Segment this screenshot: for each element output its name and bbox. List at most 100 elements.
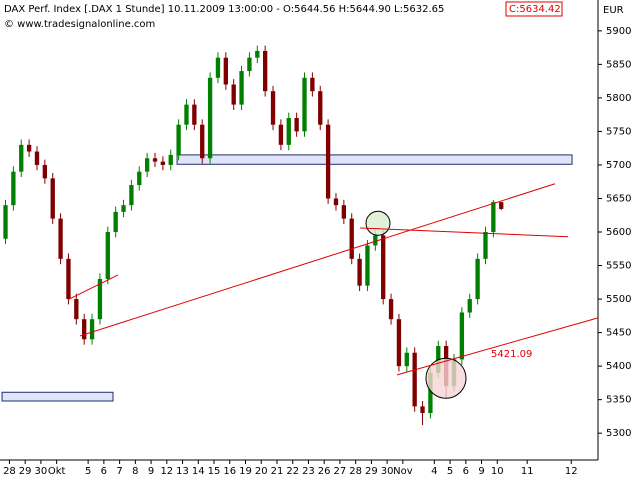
y-tick-label: 5650 [606, 193, 631, 204]
candle-body [200, 124, 205, 159]
x-tick-label: 7 [116, 466, 122, 477]
x-tick-label: 9 [478, 466, 484, 477]
candle-body [325, 124, 331, 199]
candle-body [50, 178, 55, 219]
x-tick-label: 12 [565, 466, 578, 477]
candle-body [459, 312, 465, 360]
x-tick-label: 14 [192, 466, 205, 477]
candle-body [231, 84, 236, 105]
candle-body [412, 352, 417, 407]
x-tick-label: 15 [208, 466, 221, 477]
candle-body [192, 104, 197, 125]
candle-body [341, 205, 347, 219]
y-tick-label: 5600 [606, 227, 631, 238]
trend-line [79, 183, 556, 337]
candle-body [373, 235, 378, 246]
support-zone [1, 391, 114, 402]
highlight-circle [365, 210, 391, 236]
candle-body [499, 202, 504, 209]
x-tick-label: 29 [19, 466, 32, 477]
x-tick-label: Nov [393, 466, 413, 477]
candle-body [483, 232, 488, 259]
y-tick-label: 5750 [606, 126, 631, 137]
candle-body [34, 151, 40, 165]
y-unit: EUR [603, 5, 624, 16]
candle-body [89, 319, 95, 340]
x-tick-label: 30 [381, 466, 394, 477]
candle-body [294, 118, 299, 132]
last-close-box [505, 1, 563, 17]
candle-body [121, 205, 126, 212]
x-tick-label: 5 [85, 466, 91, 477]
candle-body [3, 205, 8, 239]
x-tick-label: 16 [223, 466, 236, 477]
x-tick-label: 29 [365, 466, 378, 477]
candle-body [97, 278, 103, 320]
candle-body [365, 245, 370, 286]
y-tick-label: 5550 [606, 261, 631, 272]
candle-body [66, 258, 71, 300]
x-tick-label: 28 [3, 466, 16, 477]
y-tick-label: 5700 [606, 160, 631, 171]
candle-body [184, 104, 189, 125]
candle-body [428, 372, 433, 414]
x-tick-label: 6 [463, 466, 469, 477]
trend-line [396, 317, 599, 376]
x-tick-label: 5 [447, 466, 453, 477]
candle-body [137, 171, 142, 186]
candle-body [467, 299, 472, 313]
x-tick-label: 20 [255, 466, 268, 477]
x-tick-label: 13 [176, 466, 189, 477]
copyright: © www.tradesignalonline.com [4, 19, 155, 30]
highlight-circle [425, 357, 467, 399]
candle-body [302, 77, 307, 132]
y-tick-label: 5900 [606, 26, 631, 37]
y-tick-label: 5350 [606, 395, 631, 406]
y-tick-label: 5500 [606, 294, 631, 305]
candle-body [333, 198, 339, 206]
candle-body [152, 158, 158, 162]
candle-body [396, 319, 402, 367]
candle-body [207, 77, 213, 159]
chart-title: DAX Perf. Index [.DAX 1 Stunde] 10.11.20… [4, 4, 444, 15]
candle-body [113, 211, 118, 233]
x-tick-label: 22 [286, 466, 299, 477]
candle-body [19, 144, 24, 172]
y-tick-label: 5300 [606, 428, 631, 439]
x-tick-label: 19 [239, 466, 252, 477]
x-tick-label: 8 [132, 466, 138, 477]
x-tick-label: 6 [101, 466, 107, 477]
trend-line [360, 227, 568, 238]
candle-body [42, 164, 48, 179]
x-tick-label: 10 [491, 466, 504, 477]
support-zone [176, 154, 573, 165]
candle-body [357, 258, 362, 286]
candle-body [223, 57, 228, 85]
x-tick-label: 26 [318, 466, 331, 477]
candle-body [129, 185, 134, 206]
candle-body [381, 235, 386, 300]
x-tick-label: 9 [148, 466, 154, 477]
candle-body [420, 406, 425, 414]
y-tick-label: 5400 [606, 361, 631, 372]
y-tick-label: 5800 [606, 93, 631, 104]
candle-body [144, 158, 150, 172]
x-tick-label: 4 [431, 466, 437, 477]
x-tick-label: 23 [302, 466, 315, 477]
x-tick-label: Okt [48, 466, 66, 477]
candle-body [349, 218, 354, 259]
x-tick-label: 12 [160, 466, 173, 477]
candle-body [247, 57, 252, 72]
candle-body [11, 171, 16, 206]
candle-body [58, 218, 63, 259]
candle-body [215, 57, 221, 78]
candle-body [310, 77, 315, 92]
candle-body [82, 319, 87, 340]
candle-body [26, 144, 32, 152]
last-close-label: C:5634.42 [509, 4, 561, 15]
candle-body [105, 232, 110, 279]
candle-body [404, 352, 409, 367]
candle-body [278, 124, 284, 145]
trend-line [67, 274, 119, 301]
